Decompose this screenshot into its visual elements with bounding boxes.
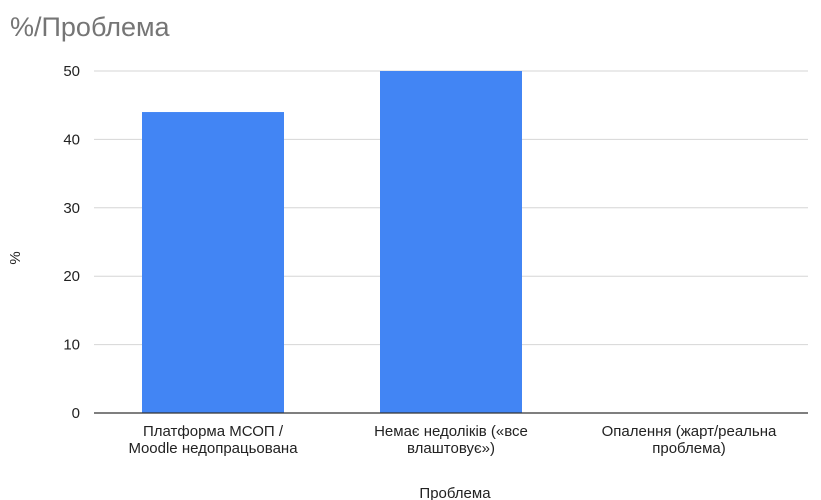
x-tick-label: Платформа МСОП / Moodle недопрацьована (128, 423, 298, 457)
bars (142, 71, 522, 413)
x-tick-label: Опалення (жарт/реальна проблема) (602, 423, 777, 457)
chart-title: %/Проблема (10, 12, 170, 42)
y-tick-label: 10 (63, 337, 80, 354)
x-tick-labels: Платформа МСОП / Moodle недопрацьована Нем… (128, 423, 777, 457)
y-tick-labels: 0 10 20 30 40 50 (63, 63, 80, 422)
y-axis-label: % (7, 251, 24, 264)
bar (380, 71, 522, 413)
y-tick-label: 30 (63, 200, 80, 217)
x-tick-label-line: Moodle недопрацьована (128, 440, 298, 457)
bar (142, 112, 284, 413)
y-tick-label: 40 (63, 131, 80, 148)
x-tick-label-line: проблема) (652, 440, 725, 457)
x-tick-label: Немає недоліків («все влаштовує») (374, 423, 528, 457)
y-tick-label: 0 (72, 405, 80, 422)
x-axis-label: Проблема (419, 485, 491, 500)
x-tick-label-line: Опалення (жарт/реальна (602, 423, 777, 440)
y-tick-label: 20 (63, 268, 80, 285)
x-tick-label-line: Немає недоліків («все (374, 423, 528, 440)
x-tick-label-line: влаштовує») (407, 440, 495, 457)
x-tick-label-line: Платформа МСОП / (143, 423, 284, 440)
y-tick-label: 50 (63, 63, 80, 80)
